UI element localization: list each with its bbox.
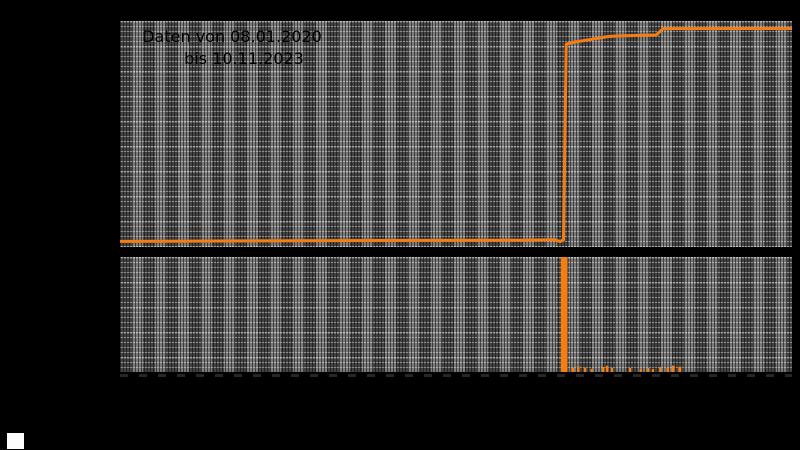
legend-swatch	[7, 433, 24, 449]
upper-plot-panel	[120, 21, 792, 247]
lower-plot-panel	[120, 257, 792, 372]
daily-bars-chart	[560, 257, 682, 372]
x-axis-tick-row	[120, 374, 792, 377]
cumulative-line-chart	[120, 21, 792, 247]
